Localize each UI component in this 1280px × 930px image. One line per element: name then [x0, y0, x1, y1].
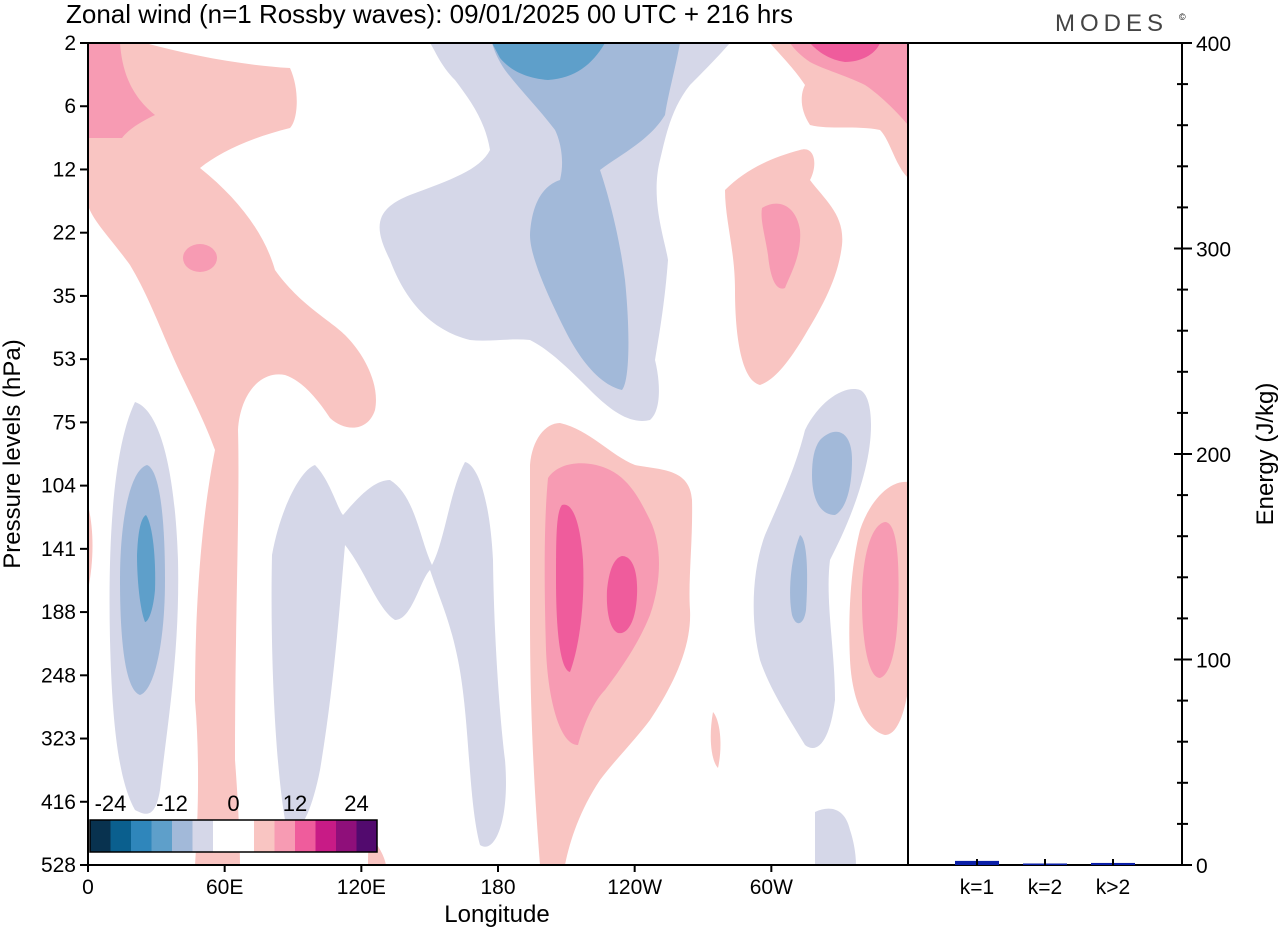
colorbar-swatch: [233, 820, 254, 852]
positive-contour-upper-left-core: [88, 43, 155, 138]
longitude-tick-label: 180: [480, 876, 515, 899]
colorbar-label: 24: [344, 791, 368, 816]
negative-contour-170w-core: [492, 43, 605, 80]
positive-contour-45w-core: [761, 203, 801, 289]
brand-mark: ©: [1179, 12, 1186, 22]
energy-axis-label: Energy (J/kg): [1252, 383, 1279, 526]
energy-tick-label: 300: [1196, 239, 1231, 262]
bar-category-label: k>2: [1096, 876, 1130, 899]
bar-category-label: k=2: [1028, 876, 1062, 899]
pressure-tick-label: 528: [41, 854, 76, 877]
pressure-tick-label: 35: [53, 285, 76, 308]
energy-tick-label: 200: [1196, 444, 1231, 467]
colorbar: -24 -12 0 12 24: [89, 791, 378, 853]
longitude-tick-label: 60E: [206, 876, 243, 899]
positive-contour-30w-mid: [790, 43, 908, 125]
colorbar-swatch: [192, 820, 213, 852]
pressure-tick-label: 6: [64, 95, 76, 118]
colorbar-frame: [89, 819, 378, 853]
pressure-tick-label: 22: [53, 222, 76, 245]
colorbar-swatch: [151, 820, 172, 852]
energy-bars: k=1 k=2 k>2: [955, 859, 1135, 899]
contour-field: [87, 42, 909, 866]
energy-axis-ticks: 0 100 200 300 400: [1174, 33, 1231, 878]
colorbar-swatch: [254, 820, 275, 852]
colorbar-swatch: [172, 820, 193, 852]
positive-contour-50e: [183, 244, 217, 272]
longitude-tick-label: 120E: [337, 876, 386, 899]
positive-contour-30w-core: [810, 43, 880, 62]
longitude-tick-label: 0: [82, 876, 94, 899]
energy-tick-label: 0: [1196, 855, 1208, 878]
pressure-tick-label: 416: [41, 791, 76, 814]
colorbar-label: -24: [95, 791, 127, 816]
positive-contour-115w-core: [606, 556, 638, 634]
negative-contour-170w-mid: [492, 43, 680, 390]
pressure-tick-label: 323: [41, 728, 76, 751]
positive-contour-edge: [88, 505, 93, 590]
negative-contour-bottom-right: [815, 808, 856, 865]
positive-contour-5w-mid: [862, 522, 899, 678]
pressure-axis-ticks: 2 6 12 22 35 53 75 104 141 188 248 323 416 528: [41, 32, 88, 877]
colorbar-label: -12: [156, 791, 188, 816]
colorbar-swatch: [131, 820, 152, 852]
positive-contour-95w: [710, 712, 721, 768]
pressure-tick-label: 12: [53, 158, 76, 181]
positive-contour-130w-core: [556, 504, 584, 672]
energy-tick-label: 400: [1196, 33, 1231, 56]
energy-tick-label: 100: [1196, 650, 1231, 673]
colorbar-swatch: [213, 820, 234, 852]
colorbar-label: 12: [283, 791, 307, 816]
negative-contour-150e: [271, 462, 506, 847]
colorbar-swatch: [356, 820, 377, 852]
longitude-tick-label: 60W: [750, 876, 793, 899]
pressure-tick-label: 2: [64, 32, 76, 55]
negative-contour-35w-mid: [790, 535, 808, 624]
pressure-tick-label: 104: [41, 475, 76, 498]
longitude-axis-ticks: 0 60E 120E 180 120W 60W: [82, 865, 793, 899]
colorbar-swatch: [336, 820, 357, 852]
y-axis-label: Pressure levels (hPa): [0, 339, 26, 568]
pressure-tick-label: 248: [41, 664, 76, 687]
negative-contour-25e-core: [137, 515, 156, 622]
colorbar-swatch: [295, 820, 316, 852]
colorbar-swatch: [110, 820, 131, 852]
positive-contour-upper-left: [88, 43, 376, 865]
colorbar-swatch: [315, 820, 336, 852]
colorbar-swatch: [90, 820, 111, 852]
colorbar-swatch: [274, 820, 295, 852]
pressure-tick-label: 53: [53, 348, 76, 371]
pressure-tick-label: 141: [41, 538, 76, 561]
longitude-tick-label: 120W: [607, 876, 662, 899]
negative-contour-25w-mid: [812, 431, 852, 515]
pressure-tick-label: 75: [53, 411, 76, 434]
bar-category-label: k=1: [960, 876, 994, 899]
chart-title: Zonal wind (n=1 Rossby waves): 09/01/202…: [66, 0, 793, 29]
x-axis-label: Longitude: [444, 901, 549, 928]
brand-logo: MODES: [1055, 10, 1168, 37]
colorbar-label: 0: [227, 791, 239, 816]
pressure-tick-label: 188: [41, 601, 76, 624]
